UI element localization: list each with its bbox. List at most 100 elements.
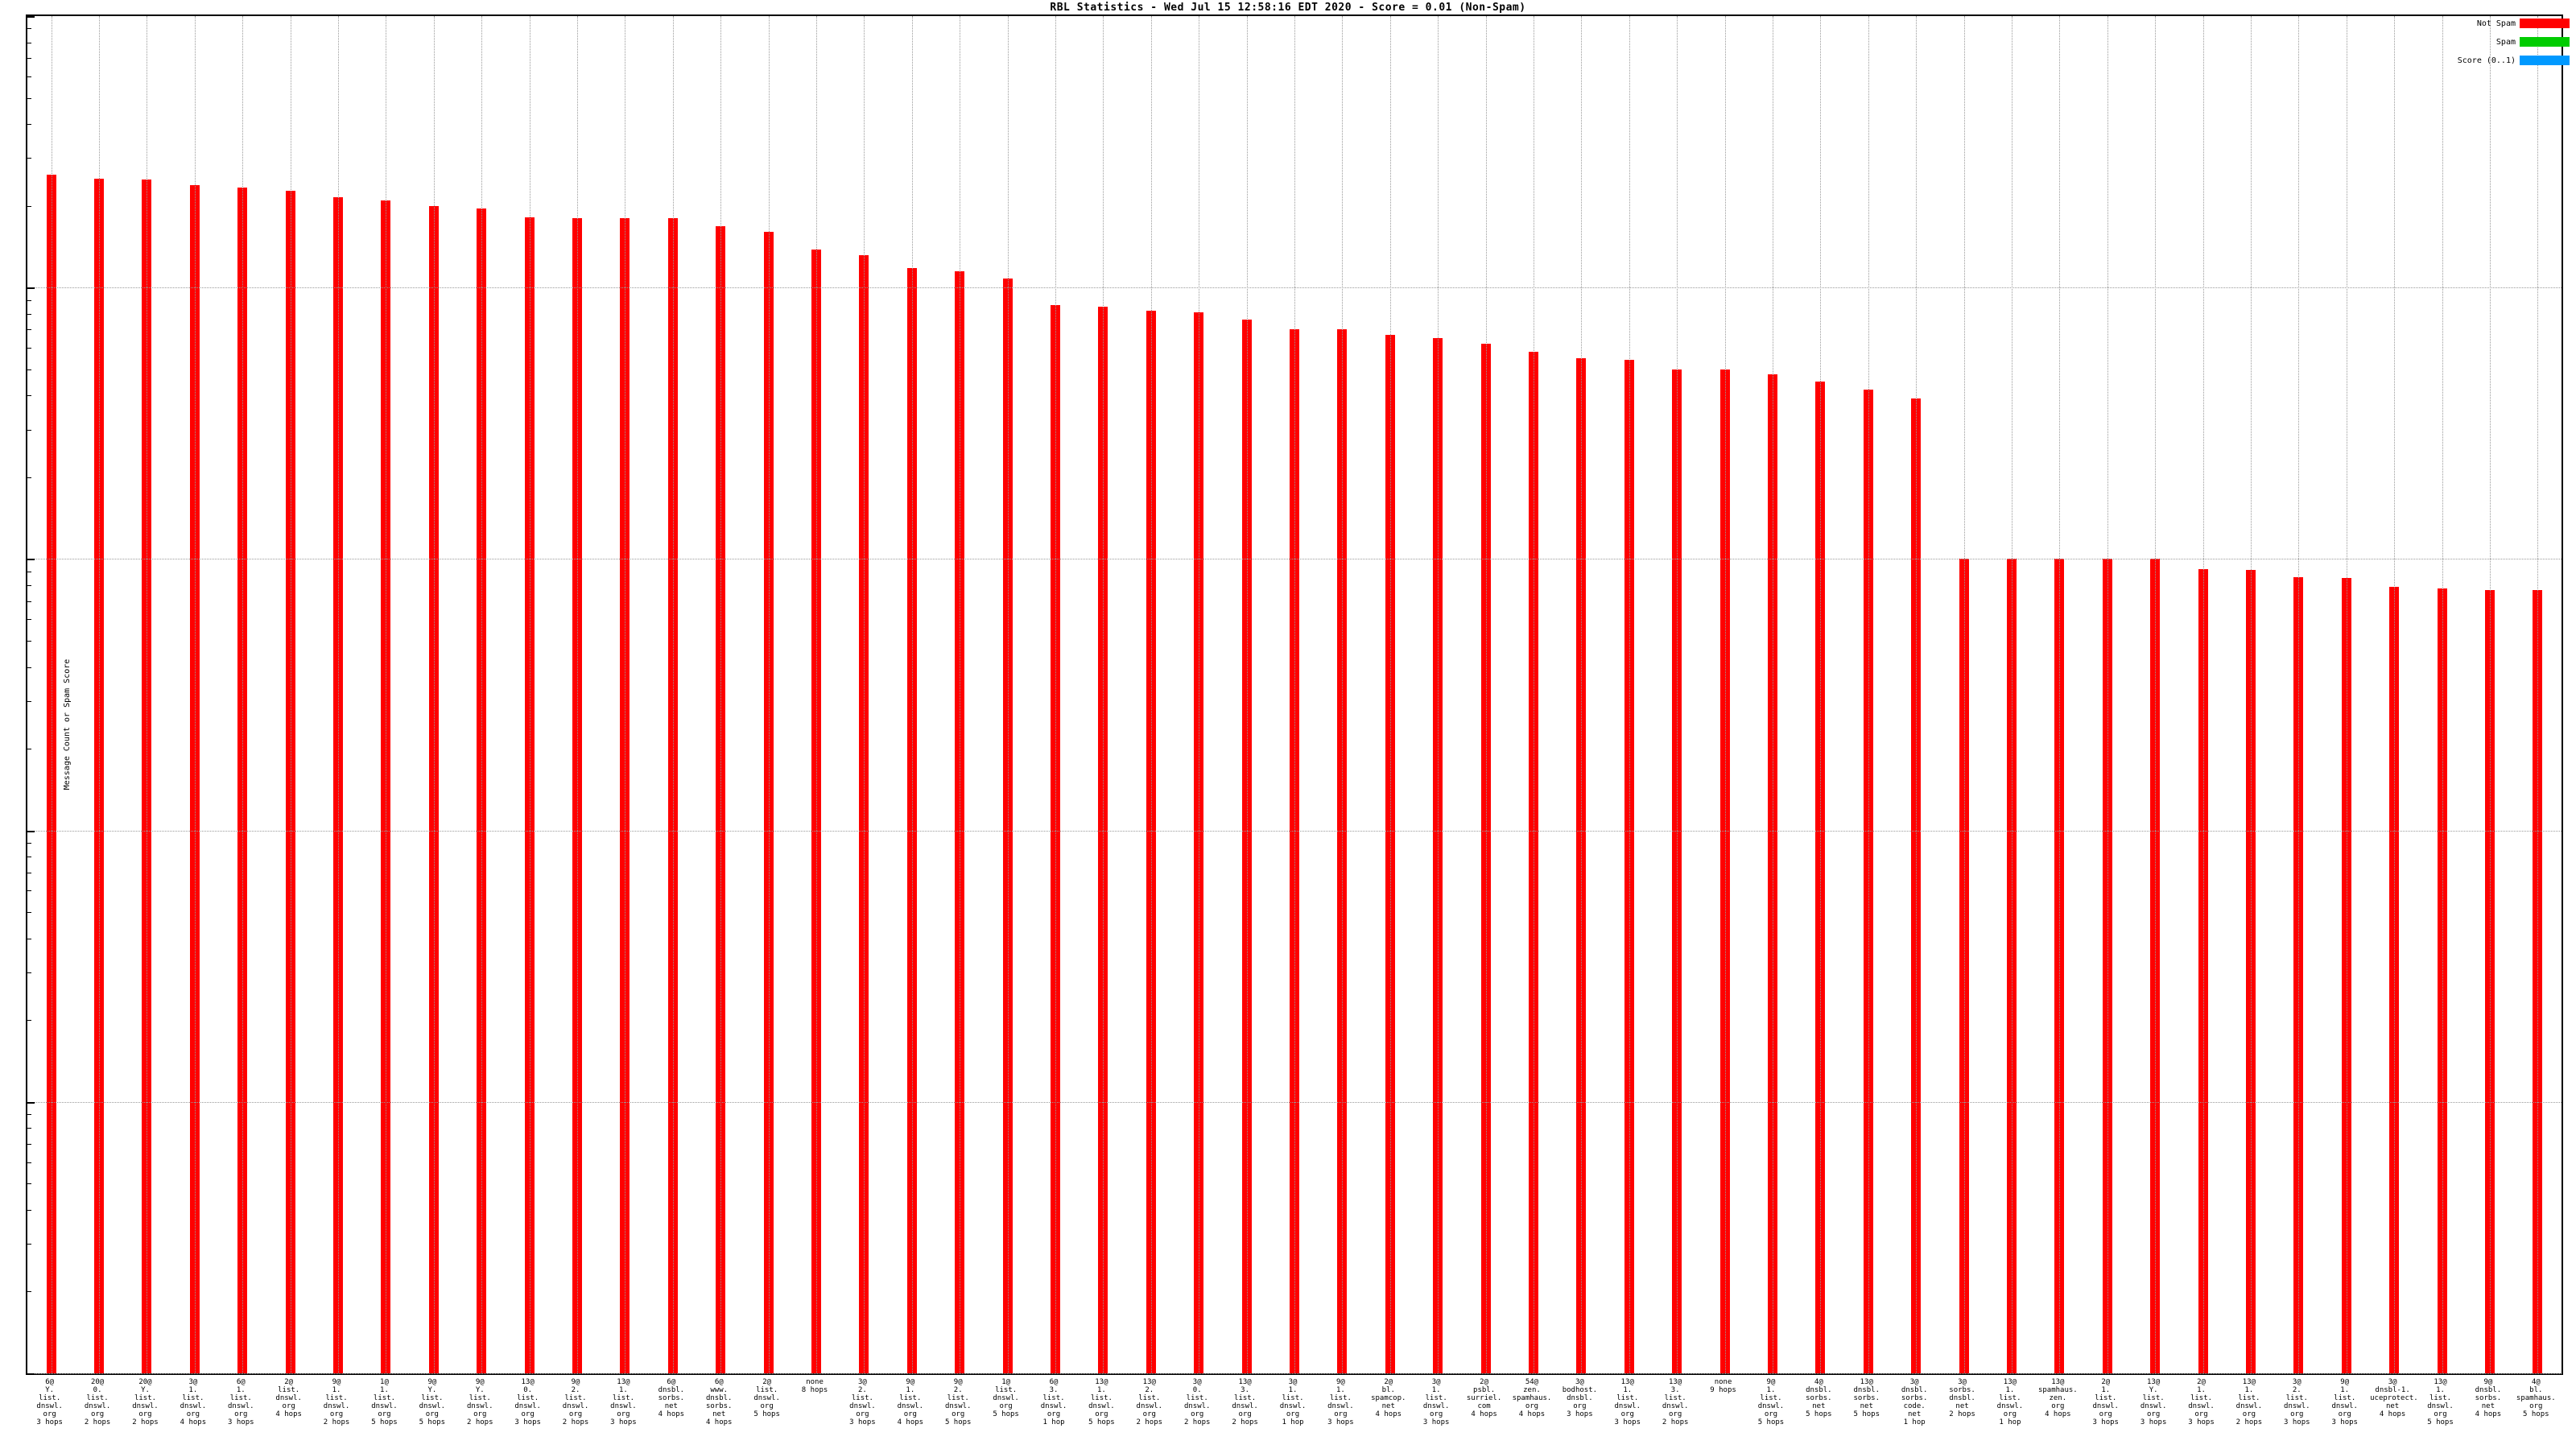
x-axis-tick-label: 13@ Y. list. dnswl. org 3 hops (2140, 1378, 2167, 1426)
grid-line-vertical (2298, 16, 2300, 1373)
x-axis-tick-label: 6@ 1. list. dnswl. org 3 hops (228, 1378, 254, 1426)
grid-line-vertical (577, 16, 579, 1373)
grid-line-vertical (2489, 16, 2491, 1373)
legend-swatch (2520, 56, 2570, 65)
grid-line-vertical (2442, 16, 2443, 1373)
y-axis-minor-tick (27, 313, 31, 315)
legend-label: Not Spam (2476, 19, 2516, 28)
x-axis-tick-label: 3@ dnsbl-1. uceprotect. net 4 hops (2370, 1378, 2418, 1418)
grid-line-vertical (768, 16, 770, 1373)
x-axis-tick-label: 6@ www. dnsbl. sorbs. net 4 hops (705, 1378, 733, 1426)
y-axis-minor-tick (27, 1128, 31, 1129)
x-axis-tick-label: 2@ list. dnswl. org 4 hops (275, 1378, 302, 1418)
grid-line-vertical (2394, 16, 2396, 1373)
legend-item: Spam (2428, 35, 2570, 49)
x-axis-labels: 6@ Y. list. dnswl. org 3 hops 20@ 0. list. dnswl.… (26, 1378, 2563, 1449)
grid-line-vertical (1820, 16, 1822, 1373)
y-axis-tick (27, 830, 35, 832)
x-axis-tick-label: 13@ 1. list. dnswl. org 3 hops (1614, 1378, 1641, 1426)
grid-line-vertical (1485, 16, 1487, 1373)
y-axis-minor-tick (27, 158, 31, 159)
grid-line-horizontal (27, 830, 2562, 832)
y-axis-tick (27, 287, 35, 290)
x-axis-tick-label: 9@ Y. list. dnswl. org 5 hops (419, 1378, 446, 1426)
x-axis-tick-label: 13@ 1. list. dnswl. org 5 hops (2427, 1378, 2454, 1426)
x-axis-tick-label: 13@ 3. list. dnswl. org 2 hops (1662, 1378, 1689, 1426)
grid-line-vertical (1246, 16, 1248, 1373)
grid-line-vertical (2059, 16, 2061, 1373)
y-axis-minor-tick (27, 1144, 31, 1146)
x-axis-tick-label: 1@ 1. list. dnswl. org 5 hops (371, 1378, 398, 1426)
y-axis-tick (27, 559, 35, 561)
grid-line-vertical (816, 16, 818, 1373)
plot-area: 10001001010.10.01 (26, 14, 2563, 1375)
y-axis-minor-tick (27, 329, 31, 331)
y-axis-minor-tick (27, 97, 31, 99)
x-axis-tick-label: 3@ bodhost. dnsbl. org 3 hops (1562, 1378, 1598, 1418)
grid-line-vertical (1677, 16, 1678, 1373)
grid-line-vertical (2155, 16, 2157, 1373)
grid-line-vertical (1103, 16, 1104, 1373)
y-axis-minor-tick (27, 369, 31, 370)
y-axis-minor-tick (27, 395, 31, 397)
x-axis-tick-label: 2@ 1. list. dnswl. org 3 hops (2188, 1378, 2215, 1426)
chart-legend: Not Spam Spam Score (0..1) (2428, 16, 2570, 72)
x-axis-tick-label: 13@ spamhaus. zen. org 4 hops (2037, 1378, 2078, 1418)
x-axis-tick-label: 9@ Y. list. dnswl. org 2 hops (466, 1378, 493, 1426)
y-axis-minor-tick (27, 58, 31, 60)
grid-line-vertical (1389, 16, 1391, 1373)
y-axis-minor-tick (27, 700, 31, 702)
x-axis-tick-label: 13@ 0. list. dnswl. org 3 hops (514, 1378, 541, 1426)
y-axis-minor-tick (27, 619, 31, 621)
grid-line-vertical (481, 16, 483, 1373)
y-axis-minor-tick (27, 912, 31, 914)
x-axis-tick-label: 20@ Y. list. dnswl. org 2 hops (132, 1378, 159, 1426)
x-axis-tick-label: none 8 hops (801, 1378, 828, 1394)
y-axis-minor-tick (27, 585, 31, 587)
grid-line-vertical (1342, 16, 1344, 1373)
grid-line-horizontal (27, 1101, 2562, 1103)
y-axis-minor-tick (27, 640, 31, 642)
legend-swatch (2520, 37, 2570, 47)
grid-line-vertical (2107, 16, 2108, 1373)
x-axis-tick-label: 3@ 1. list. dnswl. org 3 hops (1422, 1378, 1450, 1426)
grid-line-vertical (2537, 16, 2539, 1373)
x-axis-tick-label: 9@ 1. list. dnswl. org 2 hops (323, 1378, 350, 1426)
y-axis-minor-tick (27, 124, 31, 126)
x-axis-tick-label: 20@ 0. list. dnswl. org 2 hops (84, 1378, 111, 1426)
x-axis-tick-label: 6@ 3. list. dnswl. org 1 hop (1040, 1378, 1067, 1426)
x-axis-tick-label: 13@ 1. list. dnswl. org 1 hop (1996, 1378, 2024, 1426)
grid-line-vertical (1724, 16, 1726, 1373)
x-axis-tick-label: 3@ sorbs. dnsbl. net 2 hops (1949, 1378, 1975, 1418)
grid-line-vertical (1438, 16, 1439, 1373)
x-axis-tick-label: 13@ 1. list. dnswl. org 5 hops (1088, 1378, 1115, 1426)
legend-label: Score (0..1) (2457, 56, 2516, 65)
chart-title: RBL Statistics - Wed Jul 15 12:58:16 EDT… (1050, 2, 1526, 14)
x-axis-tick-label: none 9 hops (1710, 1378, 1736, 1394)
y-axis-minor-tick (27, 843, 31, 844)
y-axis-minor-tick (27, 890, 31, 892)
x-axis-tick-label: 2@ list. dnswl. org 5 hops (753, 1378, 780, 1418)
grid-line-vertical (1629, 16, 1630, 1373)
x-axis-tick-label: 9@ 1. list. dnswl. org 3 hops (1327, 1378, 1354, 1426)
y-axis-minor-tick (27, 601, 31, 602)
grid-line-horizontal (27, 287, 2562, 289)
grid-line-vertical (2011, 16, 2013, 1373)
grid-line-vertical (1916, 16, 1918, 1373)
grid-line-vertical (911, 16, 913, 1373)
grid-line-vertical (1581, 16, 1583, 1373)
y-axis-minor-tick (27, 205, 31, 207)
y-axis-minor-tick (27, 1291, 31, 1293)
grid-line-vertical (1055, 16, 1057, 1373)
x-axis-tick-label: 6@ dnsbl. sorbs. net 4 hops (658, 1378, 685, 1418)
x-axis-tick-label: 13@ 2. list. dnswl. org 2 hops (1136, 1378, 1163, 1426)
x-axis-tick-label: 3@ 2. list. dnswl. org 3 hops (849, 1378, 876, 1426)
x-axis-tick-label: 13@ 1. list. dnswl. org 3 hops (610, 1378, 637, 1426)
grid-line-vertical (1963, 16, 1965, 1373)
x-axis-tick-label: 3@ dnsbl. sorbs. code. net 1 hop (1901, 1378, 1928, 1426)
y-axis-minor-tick (27, 1020, 31, 1022)
x-axis-tick-label: 13@ dnsbl. sorbs. net 5 hops (1853, 1378, 1880, 1418)
grid-line-vertical (194, 16, 196, 1373)
y-axis-minor-tick (27, 1183, 31, 1185)
y-axis-minor-tick (27, 299, 31, 301)
